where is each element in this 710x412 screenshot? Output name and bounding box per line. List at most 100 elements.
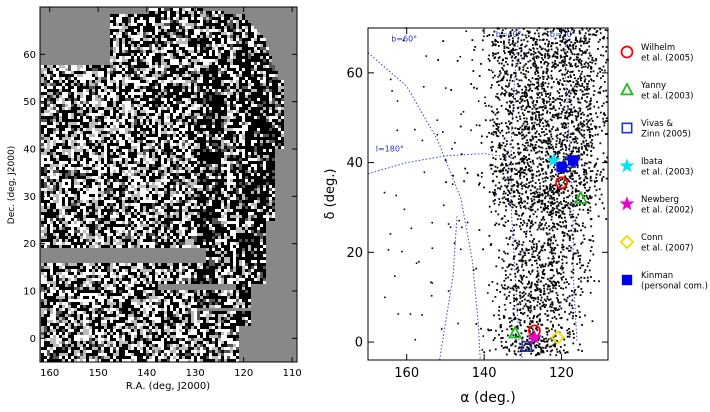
density-cell <box>110 68 113 71</box>
density-cell <box>146 335 149 338</box>
density-cell <box>167 14 170 17</box>
density-cell <box>170 176 173 179</box>
density-cell <box>146 137 149 140</box>
density-cell <box>56 89 59 92</box>
density-cell <box>71 233 74 236</box>
density-cell <box>107 293 110 296</box>
density-cell <box>164 101 167 104</box>
density-cell <box>77 209 80 212</box>
density-cell <box>80 299 83 302</box>
density-cell <box>41 74 44 77</box>
density-cell <box>53 116 56 119</box>
density-cell <box>74 239 77 242</box>
density-cell <box>146 29 149 32</box>
density-cell <box>53 236 56 239</box>
density-cell <box>161 173 164 176</box>
density-cell <box>95 110 98 113</box>
density-cell <box>182 80 185 83</box>
density-cell <box>170 209 173 212</box>
density-cell <box>128 350 131 353</box>
density-cell <box>65 89 68 92</box>
density-cell <box>131 125 134 128</box>
density-cell <box>98 113 101 116</box>
density-cell <box>89 347 92 350</box>
density-cell <box>92 284 95 287</box>
density-cell <box>137 131 140 134</box>
density-cell <box>125 35 128 38</box>
density-cell <box>143 86 146 89</box>
density-cell <box>170 308 173 311</box>
density-cell <box>41 152 44 155</box>
density-cell <box>155 299 158 302</box>
density-cell <box>41 311 44 314</box>
density-cell <box>152 197 155 200</box>
density-cell <box>80 218 83 221</box>
density-cell <box>137 113 140 116</box>
density-cell <box>152 278 155 281</box>
density-cell <box>77 299 80 302</box>
density-cell <box>62 89 65 92</box>
density-cell <box>122 281 125 284</box>
density-cell <box>62 74 65 77</box>
density-cell <box>47 176 50 179</box>
density-cell <box>89 143 92 146</box>
density-cell <box>128 209 131 212</box>
density-cell <box>164 185 167 188</box>
density-cell <box>110 17 113 20</box>
density-cell <box>173 320 176 323</box>
density-cell <box>140 164 143 167</box>
density-cell <box>158 53 161 56</box>
density-cell <box>47 89 50 92</box>
density-cell <box>119 296 122 299</box>
density-cell <box>116 230 119 233</box>
density-cell <box>107 149 110 152</box>
density-cell <box>113 239 116 242</box>
density-cell <box>179 20 182 23</box>
density-cell <box>182 338 185 341</box>
density-cell <box>104 65 107 68</box>
density-cell <box>65 185 68 188</box>
density-cell <box>176 221 179 224</box>
density-cell <box>152 353 155 356</box>
density-cell <box>173 65 176 68</box>
density-cell <box>68 335 71 338</box>
density-cell <box>140 170 143 173</box>
density-cell <box>140 323 143 326</box>
density-cell <box>44 125 47 128</box>
density-cell <box>146 107 149 110</box>
density-cell <box>56 164 59 167</box>
density-cell <box>62 344 65 347</box>
density-cell <box>185 17 188 20</box>
density-cell <box>80 245 83 248</box>
density-cell <box>152 326 155 329</box>
density-cell <box>146 176 149 179</box>
density-cell <box>56 308 59 311</box>
density-cell <box>146 155 149 158</box>
density-cell <box>86 188 89 191</box>
density-cell <box>164 146 167 149</box>
density-cell <box>56 158 59 161</box>
density-cell <box>176 203 179 206</box>
density-cell <box>149 347 152 350</box>
density-cell <box>104 185 107 188</box>
density-cell <box>116 155 119 158</box>
density-cell <box>146 227 149 230</box>
density-cell <box>104 128 107 131</box>
density-cell <box>83 155 86 158</box>
density-cell <box>119 221 122 224</box>
density-cell <box>122 239 125 242</box>
density-cell <box>104 218 107 221</box>
density-cell <box>113 83 116 86</box>
density-cell <box>173 152 176 155</box>
density-cell <box>59 221 62 224</box>
density-cell <box>143 317 146 320</box>
density-cell <box>74 233 77 236</box>
density-cell <box>122 296 125 299</box>
density-cell <box>134 329 137 332</box>
density-cell <box>128 113 131 116</box>
density-cell <box>122 194 125 197</box>
density-cell <box>179 191 182 194</box>
density-cell <box>95 68 98 71</box>
density-cell <box>131 146 134 149</box>
density-cell <box>62 83 65 86</box>
